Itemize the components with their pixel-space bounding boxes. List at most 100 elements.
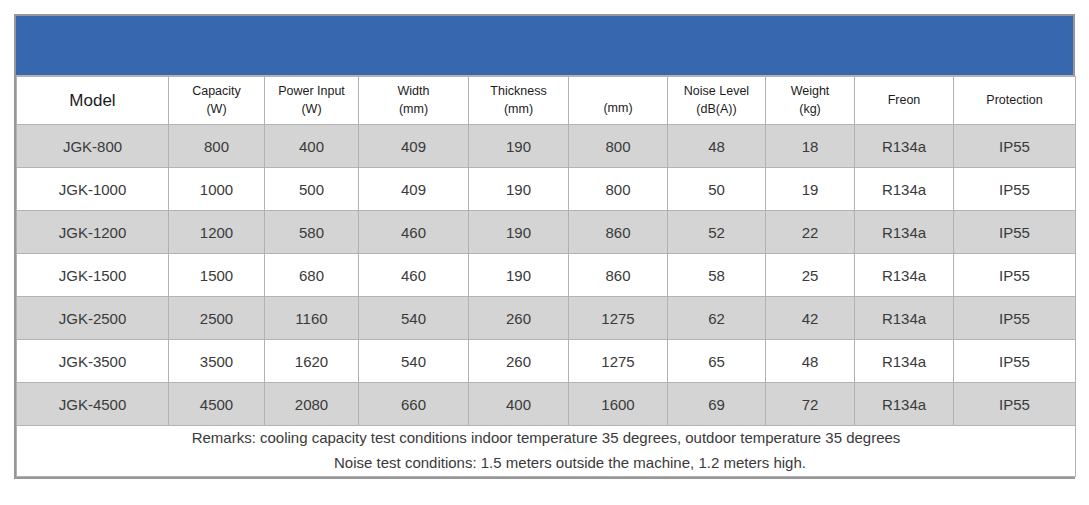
spec-cell: 500 bbox=[265, 168, 359, 211]
spec-cell: 65 bbox=[668, 340, 766, 383]
table-row: JGK-120012005804601908605222R134aIP55 bbox=[17, 211, 1076, 254]
col-header-power-input: Power Input (W) bbox=[265, 77, 359, 125]
spec-cell: 1000 bbox=[169, 168, 265, 211]
spec-cell: 1200 bbox=[169, 211, 265, 254]
col-title: Noise Level bbox=[670, 83, 763, 101]
spec-cell: IP55 bbox=[954, 125, 1076, 168]
model-cell: JGK-1500 bbox=[17, 254, 169, 297]
table-row: JGK-25002500116054026012756242R134aIP55 bbox=[17, 297, 1076, 340]
table-row: JGK-35003500162054026012756548R134aIP55 bbox=[17, 340, 1076, 383]
spec-cell: R134a bbox=[855, 297, 954, 340]
model-cell: JGK-800 bbox=[17, 125, 169, 168]
spec-cell: 2080 bbox=[265, 383, 359, 426]
spec-cell: 25 bbox=[766, 254, 855, 297]
spec-cell: 4500 bbox=[169, 383, 265, 426]
spec-cell: 860 bbox=[569, 211, 668, 254]
col-unit: (mm) bbox=[361, 101, 466, 119]
model-cell: JGK-3500 bbox=[17, 340, 169, 383]
col-title: Width bbox=[361, 83, 466, 101]
spec-cell: R134a bbox=[855, 168, 954, 211]
spec-cell: 2500 bbox=[169, 297, 265, 340]
spec-cell: 540 bbox=[359, 297, 469, 340]
spec-cell: 1275 bbox=[569, 340, 668, 383]
spec-cell: R134a bbox=[855, 125, 954, 168]
spec-cell: 72 bbox=[766, 383, 855, 426]
col-title: Thickness bbox=[471, 83, 566, 101]
spec-cell: 1600 bbox=[569, 383, 668, 426]
spec-cell: 190 bbox=[469, 168, 569, 211]
table-row: JGK-8008004004091908004818R134aIP55 bbox=[17, 125, 1076, 168]
spec-cell: R134a bbox=[855, 254, 954, 297]
spec-cell: 660 bbox=[359, 383, 469, 426]
spec-cell: 1620 bbox=[265, 340, 359, 383]
spec-cell: 69 bbox=[668, 383, 766, 426]
table-row: JGK-100010005004091908005019R134aIP55 bbox=[17, 168, 1076, 211]
spec-cell: 460 bbox=[359, 211, 469, 254]
spec-cell: 52 bbox=[668, 211, 766, 254]
col-header-protection: Protection bbox=[954, 77, 1076, 125]
spec-cell: R134a bbox=[855, 211, 954, 254]
page: Model Capacity (W) Power Input (W) Width… bbox=[0, 0, 1089, 505]
spec-cell: 409 bbox=[359, 125, 469, 168]
spec-cell: 190 bbox=[469, 254, 569, 297]
spec-cell: IP55 bbox=[954, 211, 1076, 254]
spec-cell: 58 bbox=[668, 254, 766, 297]
col-unit: (kg) bbox=[768, 101, 852, 119]
model-cell: JGK-4500 bbox=[17, 383, 169, 426]
remarks-cell: Remarks: cooling capacity test condition… bbox=[17, 426, 1076, 477]
col-title bbox=[571, 83, 665, 100]
spec-cell: R134a bbox=[855, 340, 954, 383]
spec-table: Model Capacity (W) Power Input (W) Width… bbox=[16, 76, 1076, 477]
spec-cell: IP55 bbox=[954, 254, 1076, 297]
spec-cell: 190 bbox=[469, 125, 569, 168]
col-header-capacity: Capacity (W) bbox=[169, 77, 265, 125]
col-unit: (W) bbox=[171, 101, 262, 119]
col-header-width: Width (mm) bbox=[359, 77, 469, 125]
table-row: JGK-150015006804601908605825R134aIP55 bbox=[17, 254, 1076, 297]
spec-cell: 22 bbox=[766, 211, 855, 254]
model-cell: JGK-1200 bbox=[17, 211, 169, 254]
col-title: Protection bbox=[956, 92, 1073, 110]
col-title: Power Input bbox=[267, 83, 356, 101]
col-unit: (W) bbox=[267, 101, 356, 119]
header-row: Model Capacity (W) Power Input (W) Width… bbox=[17, 77, 1076, 125]
spec-cell: 50 bbox=[668, 168, 766, 211]
spec-cell: 190 bbox=[469, 211, 569, 254]
spec-cell: 18 bbox=[766, 125, 855, 168]
model-cell: JGK-1000 bbox=[17, 168, 169, 211]
spec-cell: 19 bbox=[766, 168, 855, 211]
col-header-freon: Freon bbox=[855, 77, 954, 125]
spec-cell: IP55 bbox=[954, 168, 1076, 211]
spec-cell: 540 bbox=[359, 340, 469, 383]
spec-cell: 800 bbox=[569, 125, 668, 168]
spec-cell: 3500 bbox=[169, 340, 265, 383]
spec-cell: IP55 bbox=[954, 383, 1076, 426]
spec-cell: IP55 bbox=[954, 340, 1076, 383]
spec-cell: 400 bbox=[265, 125, 359, 168]
spec-cell: 1275 bbox=[569, 297, 668, 340]
col-title: Freon bbox=[857, 92, 951, 110]
spec-cell: 1160 bbox=[265, 297, 359, 340]
col-header-mm: (mm) bbox=[569, 77, 668, 125]
remarks-line-2: Noise test conditions: 1.5 meters outsid… bbox=[67, 451, 1073, 476]
col-title: Model bbox=[19, 89, 166, 113]
col-unit: (dB(A)) bbox=[670, 101, 763, 119]
spec-cell: 1500 bbox=[169, 254, 265, 297]
spec-cell: 48 bbox=[668, 125, 766, 168]
spec-cell: 409 bbox=[359, 168, 469, 211]
table-footer: Remarks: cooling capacity test condition… bbox=[17, 426, 1076, 477]
spec-cell: 580 bbox=[265, 211, 359, 254]
spec-cell: 260 bbox=[469, 340, 569, 383]
spec-cell: 400 bbox=[469, 383, 569, 426]
col-header-noise-level: Noise Level (dB(A)) bbox=[668, 77, 766, 125]
col-header-weight: Weight (kg) bbox=[766, 77, 855, 125]
col-unit: (mm) bbox=[571, 100, 665, 118]
table-row: JGK-45004500208066040016006972R134aIP55 bbox=[17, 383, 1076, 426]
spec-cell: 42 bbox=[766, 297, 855, 340]
spec-sheet: Model Capacity (W) Power Input (W) Width… bbox=[14, 14, 1075, 479]
title-banner bbox=[16, 16, 1073, 76]
col-header-model: Model bbox=[17, 77, 169, 125]
spec-cell: 800 bbox=[569, 168, 668, 211]
spec-cell: IP55 bbox=[954, 297, 1076, 340]
remarks-line-1: Remarks: cooling capacity test condition… bbox=[19, 426, 1073, 451]
